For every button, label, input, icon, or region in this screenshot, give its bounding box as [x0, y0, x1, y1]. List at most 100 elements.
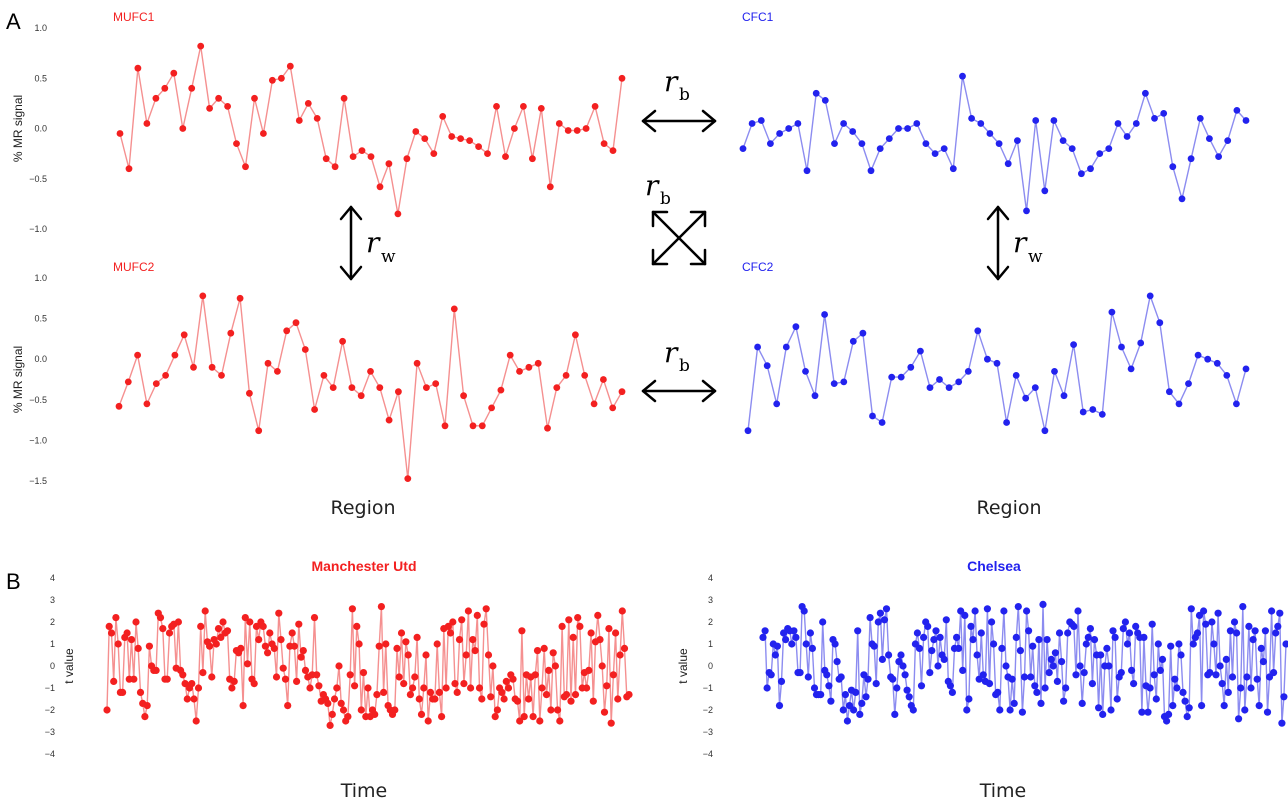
data-point	[1012, 633, 1020, 642]
data-point	[292, 319, 300, 327]
within-arrow-left	[339, 205, 363, 281]
data-point	[520, 103, 527, 110]
data-point	[413, 633, 421, 642]
data-point	[771, 651, 780, 659]
data-point	[116, 130, 124, 137]
data-point	[1154, 640, 1162, 648]
data-point	[107, 629, 116, 637]
data-point	[460, 392, 467, 400]
data-point	[961, 611, 969, 620]
data-point	[802, 640, 810, 648]
data-point	[1090, 636, 1099, 644]
y-tick-label: −1	[703, 683, 713, 693]
data-point	[600, 376, 607, 383]
data-point	[335, 662, 343, 670]
data-point	[897, 651, 905, 659]
r-subscript: w	[1028, 247, 1043, 267]
data-point	[1031, 682, 1039, 690]
data-point	[250, 680, 258, 688]
data-point	[430, 150, 438, 158]
data-point	[269, 76, 276, 84]
data-point	[788, 640, 796, 648]
chart-title: Manchester Utd	[311, 558, 416, 574]
data-point	[346, 671, 354, 679]
data-point	[359, 669, 368, 677]
data-point	[582, 125, 590, 132]
data-point	[152, 380, 160, 387]
data-point	[754, 343, 761, 351]
data-point	[1156, 666, 1164, 675]
data-point	[1233, 400, 1240, 408]
data-point	[482, 605, 490, 613]
data-point	[469, 636, 477, 644]
data-point	[955, 378, 963, 386]
data-point	[1189, 640, 1197, 648]
data-point	[264, 359, 272, 367]
data-point	[183, 695, 191, 703]
data-point	[773, 400, 781, 408]
data-point	[837, 673, 845, 681]
data-point	[986, 130, 994, 137]
panel-label-b: B	[6, 569, 21, 594]
data-point	[194, 684, 203, 692]
data-point	[574, 614, 582, 622]
data-point	[920, 633, 928, 642]
x-axis-label: Region	[976, 497, 1041, 519]
data-point	[1272, 629, 1280, 637]
data-point	[412, 128, 420, 135]
data-point	[1113, 695, 1121, 703]
chart-4: Manchester Utd 4 3 2 1 0 −1 −2 −3 −4 t value Time	[45, 558, 633, 802]
data-point	[466, 137, 473, 145]
data-point	[170, 69, 178, 77]
data-point	[1031, 384, 1039, 391]
between-arrow-bottom	[641, 379, 717, 403]
data-point	[1204, 355, 1212, 363]
data-point	[979, 671, 987, 679]
data-point	[1086, 625, 1094, 633]
data-point	[1079, 408, 1087, 416]
data-point	[502, 153, 509, 161]
data-point	[516, 717, 524, 725]
data-point	[618, 388, 626, 396]
data-point	[1171, 675, 1179, 683]
data-point	[767, 671, 775, 679]
r-subscript: b	[679, 356, 690, 376]
x-axis-label: Region	[330, 497, 395, 519]
data-point	[953, 633, 961, 642]
data-point	[1002, 662, 1010, 670]
data-point	[442, 684, 450, 692]
data-point	[348, 605, 356, 613]
r-subscript: w	[381, 247, 396, 267]
data-point	[329, 384, 337, 391]
data-point	[1022, 394, 1030, 402]
data-point	[1261, 627, 1269, 635]
y-tick-label: 0.5	[34, 73, 47, 83]
data-point	[411, 673, 419, 681]
data-point	[607, 719, 615, 727]
data-point	[403, 155, 411, 163]
data-point	[293, 677, 301, 686]
data-point	[295, 117, 303, 124]
data-point	[913, 629, 922, 637]
data-point	[1242, 365, 1250, 373]
data-point	[197, 42, 205, 50]
data-point	[1014, 137, 1021, 145]
data-point	[364, 684, 372, 692]
data-point	[922, 140, 930, 148]
y-tick-label: −0.5	[29, 174, 47, 184]
data-point	[1127, 365, 1135, 373]
data-point	[509, 675, 517, 683]
data-point	[744, 427, 752, 435]
data-point	[1088, 680, 1096, 688]
data-point	[406, 691, 414, 699]
chart-title: CFC1	[742, 10, 774, 24]
data-point	[614, 695, 622, 703]
y-axis-label: t value	[62, 648, 76, 684]
data-point	[571, 691, 580, 699]
y-tick-label: 2	[708, 617, 713, 627]
data-point	[417, 710, 426, 719]
between-arrow-top	[641, 109, 717, 133]
data-point	[297, 653, 305, 661]
y-tick-label: 1.0	[34, 23, 47, 33]
data-point	[761, 627, 769, 635]
